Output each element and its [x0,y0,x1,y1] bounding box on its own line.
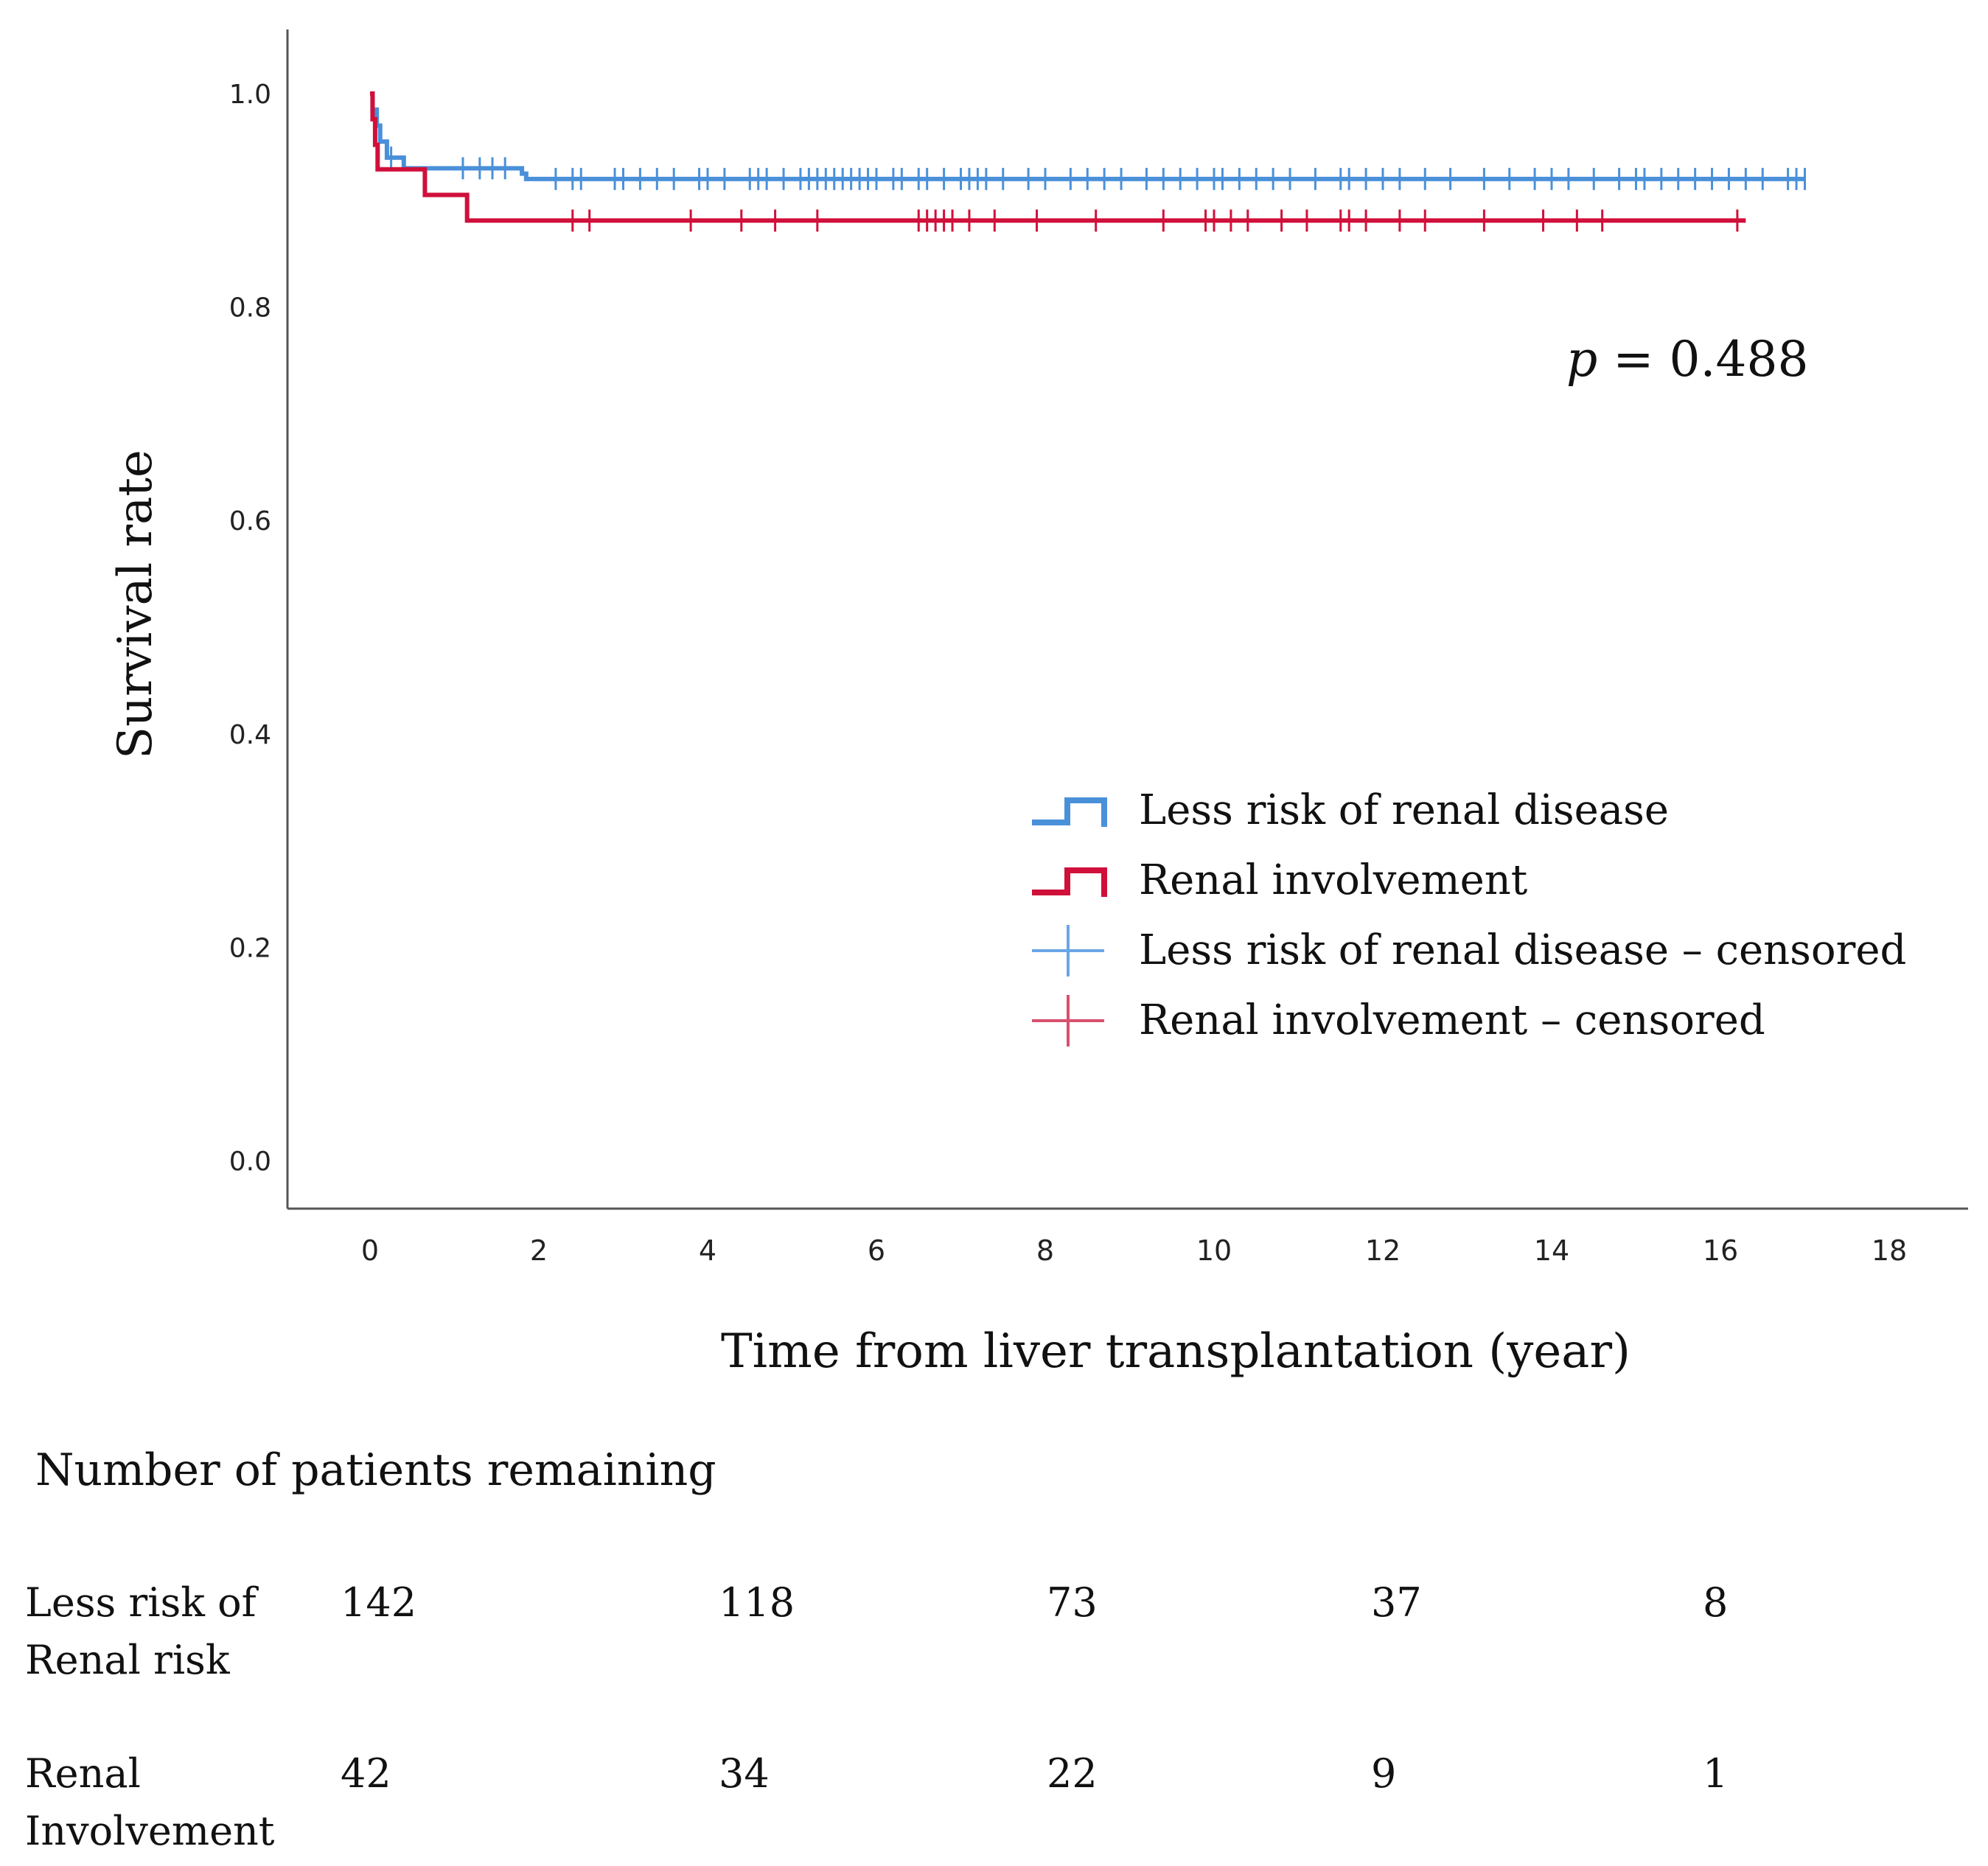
risk-row-label: Involvement [25,1808,275,1854]
risk-row-label: Renal risk [25,1637,231,1683]
x-tick-label: 8 [1036,1234,1054,1267]
x-tick-label: 10 [1196,1234,1232,1267]
risk-count: 1 [1703,1750,1728,1797]
risk-count: 34 [719,1750,770,1797]
y-tick-label: 0.8 [229,293,271,324]
x-tick-label: 6 [868,1234,885,1267]
survival-step-line [370,91,1746,223]
risk-count: 9 [1371,1750,1396,1797]
x-axis-title: Time from liver transplantation (year) [721,1324,1630,1379]
y-tick-label: 0.6 [229,506,271,537]
y-tick-label: 0.2 [229,933,271,963]
y-tick-label: 0.4 [229,720,271,750]
risk-row-label: Renal [25,1750,141,1797]
legend-label: Less risk of renal disease – censored [1139,926,1906,974]
y-tick-label: 1.0 [229,80,271,110]
risk-count: 142 [341,1579,416,1626]
legend-step-swatch [1032,867,1107,897]
survival-curves [370,91,1806,232]
y-axis-title: Survival rate [108,450,163,759]
x-tick-label: 2 [530,1234,548,1267]
risk-count: 37 [1371,1579,1422,1626]
risk-count: 8 [1703,1579,1728,1626]
risk-row-label: Less risk of [25,1579,259,1626]
risk-count: 118 [719,1579,795,1626]
risk-count: 73 [1047,1579,1098,1626]
survival-step-line [370,91,1805,181]
risk-count: 22 [1047,1750,1098,1797]
legend: Less risk of renal disease Renal involvem… [1032,786,1906,1046]
x-tick-label: 0 [361,1234,379,1267]
x-tick-labels: 0 2 4 6 8 10 12 14 16 18 [361,1234,1907,1267]
legend-step-swatch [1032,797,1107,827]
x-tick-label: 18 [1872,1234,1907,1267]
x-tick-label: 16 [1703,1234,1738,1267]
x-tick-label: 12 [1365,1234,1401,1267]
x-tick-label: 14 [1534,1234,1569,1267]
legend-label: Renal involvement [1139,856,1528,904]
p-value-text: = 0.488 [1597,331,1808,388]
y-tick-label: 0.0 [229,1147,271,1177]
p-symbol: p [1566,331,1597,388]
legend-label: Less risk of renal disease [1139,786,1669,834]
x-tick-label: 4 [699,1234,716,1267]
legend-label: Renal involvement – censored [1139,996,1765,1044]
y-tick-labels: 0.0 0.2 0.4 0.6 0.8 1.0 [229,80,271,1177]
p-value-annotation: p = 0.488 [1566,331,1808,388]
risk-table-title: Number of patients remaining [35,1444,716,1496]
risk-count: 42 [341,1750,391,1797]
